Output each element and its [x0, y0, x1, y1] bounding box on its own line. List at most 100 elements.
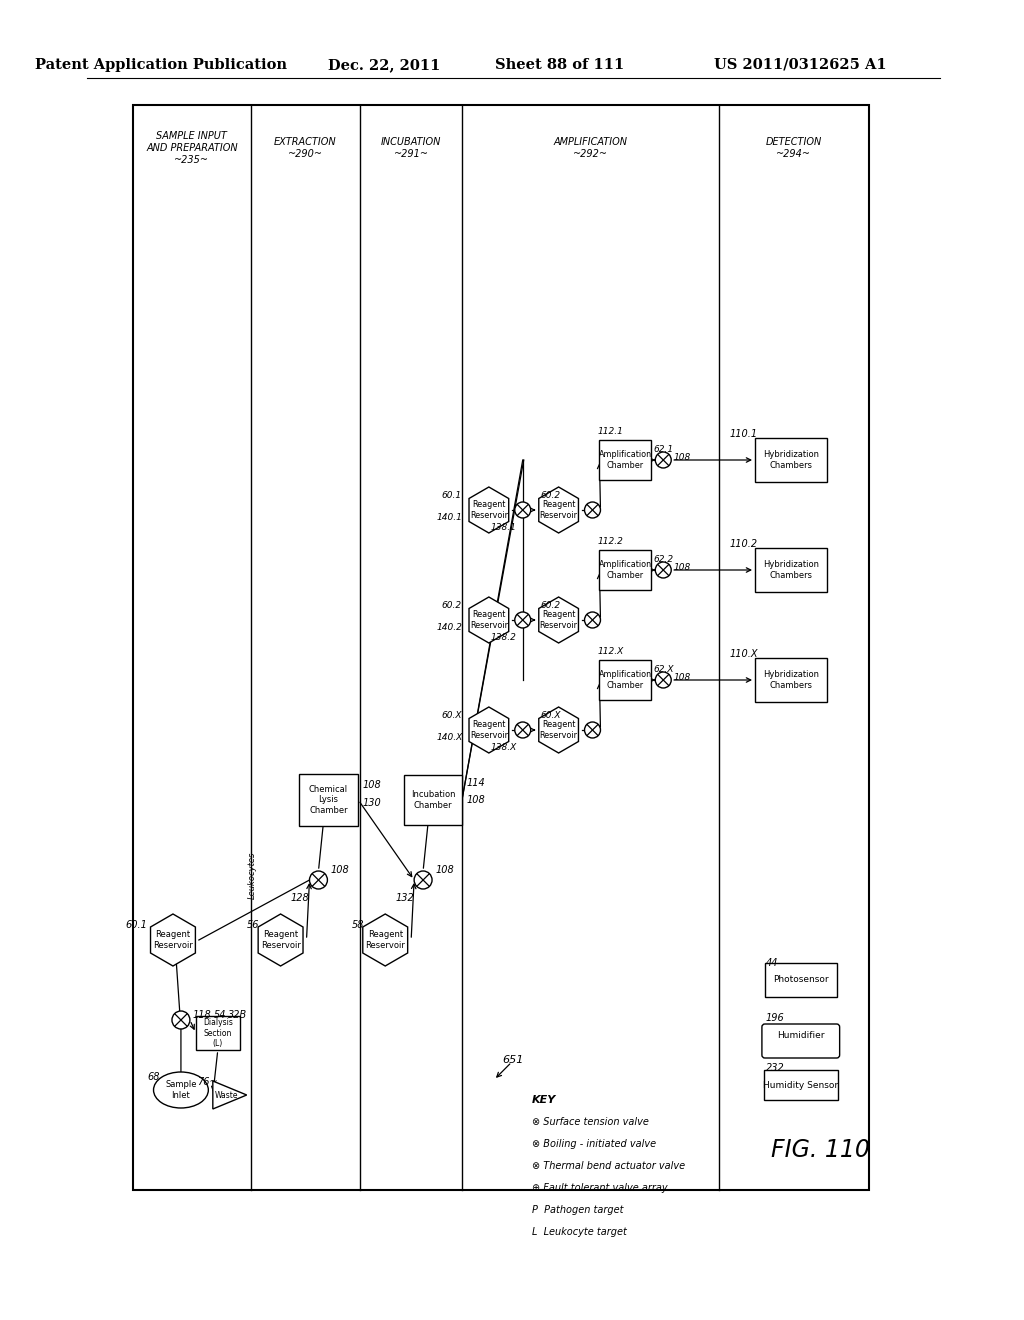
Polygon shape: [539, 708, 579, 752]
Text: Reagent
Reservoir: Reagent Reservoir: [366, 931, 406, 949]
Polygon shape: [469, 597, 509, 643]
Text: Humidity Sensor: Humidity Sensor: [763, 1081, 839, 1089]
Text: P  Pathogen target: P Pathogen target: [531, 1205, 624, 1214]
Polygon shape: [258, 913, 303, 966]
Text: 140.X: 140.X: [437, 734, 463, 742]
Text: ⊗ Boiling - initiated valve: ⊗ Boiling - initiated valve: [531, 1139, 655, 1148]
Text: 58: 58: [351, 920, 364, 931]
Text: 76~: 76~: [197, 1077, 217, 1086]
Text: Reagent
Reservoir: Reagent Reservoir: [470, 500, 508, 520]
Text: Reagent
Reservoir: Reagent Reservoir: [261, 931, 300, 949]
Text: DETECTION
~294~: DETECTION ~294~: [766, 137, 822, 158]
Text: 112.1: 112.1: [597, 428, 624, 437]
Text: KEY: KEY: [531, 1096, 556, 1105]
Text: 32B: 32B: [227, 1010, 247, 1020]
Text: 108: 108: [435, 865, 454, 875]
Bar: [755, 657, 826, 702]
Text: EXTRACTION
~290~: EXTRACTION ~290~: [274, 137, 337, 158]
Ellipse shape: [154, 1072, 208, 1107]
Text: Patent Application Publication: Patent Application Publication: [35, 58, 287, 73]
Text: 118: 118: [193, 1010, 212, 1020]
Text: 140.2: 140.2: [437, 623, 463, 632]
Circle shape: [655, 451, 671, 469]
Text: Sheet 88 of 111: Sheet 88 of 111: [495, 58, 625, 73]
Text: L  Leukocyte target: L Leukocyte target: [531, 1228, 627, 1237]
Circle shape: [515, 502, 530, 517]
Text: ⊗ Thermal bend actuator valve: ⊗ Thermal bend actuator valve: [531, 1162, 685, 1171]
Text: 62.1: 62.1: [653, 446, 674, 454]
Text: 128: 128: [291, 894, 309, 903]
Text: 138.2: 138.2: [490, 634, 517, 643]
Text: Dialysis
Section
(L): Dialysis Section (L): [203, 1018, 232, 1048]
Text: AMPLIFICATION
~292~: AMPLIFICATION ~292~: [554, 137, 628, 158]
Bar: [196, 1016, 240, 1049]
Text: Amplification
Chamber: Amplification Chamber: [599, 560, 652, 579]
Text: 108: 108: [673, 672, 690, 681]
Circle shape: [655, 672, 671, 688]
Text: 44: 44: [766, 958, 778, 968]
FancyBboxPatch shape: [762, 1024, 840, 1059]
Bar: [133, 106, 868, 1191]
Polygon shape: [213, 1081, 247, 1109]
Text: 108: 108: [362, 780, 381, 789]
Polygon shape: [469, 708, 509, 752]
Text: 140.1: 140.1: [437, 513, 463, 523]
Bar: [755, 438, 826, 482]
Text: 62.2: 62.2: [653, 556, 674, 565]
Text: 60.X: 60.X: [441, 711, 462, 721]
Text: US 2011/0312625 A1: US 2011/0312625 A1: [715, 58, 887, 73]
Text: 110.X: 110.X: [729, 649, 758, 659]
Text: Reagent
Reservoir: Reagent Reservoir: [540, 721, 578, 739]
Polygon shape: [469, 487, 509, 533]
Text: 232: 232: [766, 1063, 784, 1073]
Circle shape: [414, 871, 432, 888]
Text: 114: 114: [467, 777, 485, 788]
Text: 68: 68: [147, 1072, 160, 1082]
Text: 132: 132: [395, 894, 414, 903]
Bar: [299, 774, 358, 826]
Text: 56: 56: [247, 920, 259, 931]
Text: 108: 108: [331, 865, 349, 875]
Text: Reagent
Reservoir: Reagent Reservoir: [470, 721, 508, 739]
Circle shape: [585, 612, 600, 628]
Circle shape: [309, 871, 328, 888]
Text: Amplification
Chamber: Amplification Chamber: [599, 671, 652, 689]
Text: SAMPLE INPUT
AND PREPARATION
~235~: SAMPLE INPUT AND PREPARATION ~235~: [146, 132, 238, 165]
Text: FIG. 110: FIG. 110: [771, 1138, 870, 1162]
Text: 112.2: 112.2: [597, 537, 624, 546]
Text: 138.X: 138.X: [490, 743, 517, 752]
Text: Hybridization
Chambers: Hybridization Chambers: [763, 671, 819, 689]
Text: 112.X: 112.X: [597, 648, 624, 656]
Text: 60.2: 60.2: [541, 602, 561, 610]
Text: 60.1: 60.1: [441, 491, 461, 500]
Text: 651: 651: [502, 1055, 523, 1065]
Text: Reagent
Reservoir: Reagent Reservoir: [540, 500, 578, 520]
Text: Amplification
Chamber: Amplification Chamber: [599, 450, 652, 470]
Text: Waste: Waste: [215, 1090, 239, 1100]
Text: Hybridization
Chambers: Hybridization Chambers: [763, 560, 819, 579]
Text: 110.2: 110.2: [729, 539, 757, 549]
Text: 60.1: 60.1: [125, 920, 147, 931]
Text: Sample
Inlet: Sample Inlet: [165, 1080, 197, 1100]
Text: 138.1: 138.1: [490, 524, 517, 532]
Circle shape: [515, 722, 530, 738]
Circle shape: [585, 502, 600, 517]
Text: 60.2: 60.2: [441, 602, 461, 610]
Circle shape: [172, 1011, 189, 1030]
Bar: [765, 964, 837, 997]
Polygon shape: [362, 913, 408, 966]
Text: 54: 54: [214, 1010, 226, 1020]
Bar: [599, 550, 651, 590]
Text: 108: 108: [467, 795, 485, 805]
Circle shape: [585, 722, 600, 738]
Circle shape: [515, 612, 530, 628]
Text: Chemical
Lysis
Chamber: Chemical Lysis Chamber: [309, 785, 348, 814]
Circle shape: [655, 562, 671, 578]
Text: 108: 108: [673, 562, 690, 572]
Bar: [599, 660, 651, 700]
Text: Reagent
Reservoir: Reagent Reservoir: [470, 610, 508, 630]
Text: Dec. 22, 2011: Dec. 22, 2011: [328, 58, 440, 73]
Text: 62.X: 62.X: [653, 665, 674, 675]
Text: 60.2: 60.2: [541, 491, 561, 500]
Text: 108: 108: [673, 453, 690, 462]
